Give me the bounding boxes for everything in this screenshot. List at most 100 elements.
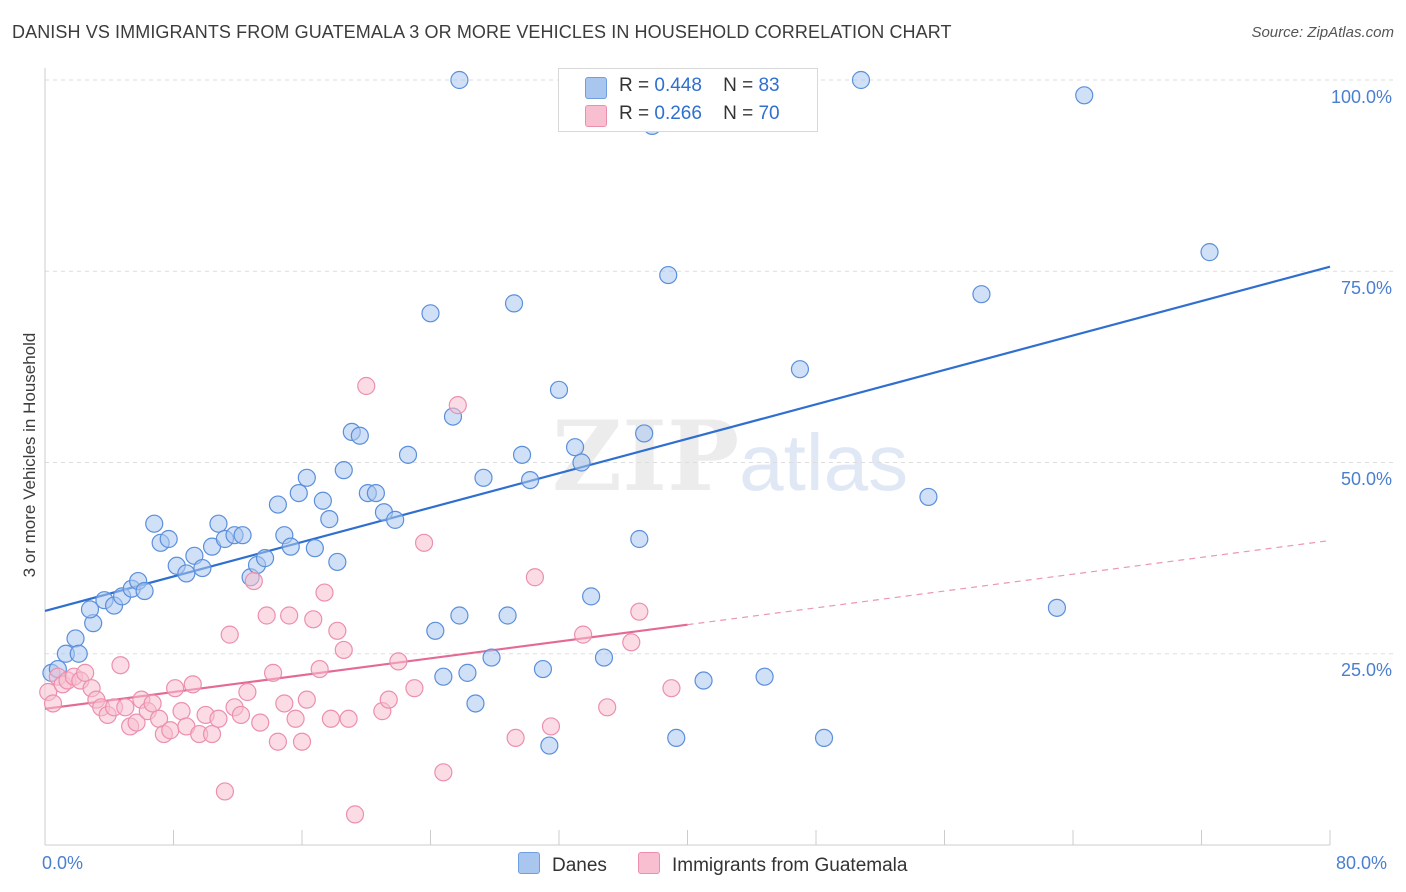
data-point bbox=[244, 571, 263, 591]
chart-title: DANISH VS IMMIGRANTS FROM GUATEMALA 3 OR… bbox=[12, 22, 952, 42]
data-point bbox=[474, 468, 493, 487]
legend-swatch-danes bbox=[585, 77, 607, 99]
data-point bbox=[630, 602, 649, 621]
data-point bbox=[209, 514, 228, 533]
data-point bbox=[231, 705, 251, 725]
legend-r-value: 0.448 bbox=[654, 75, 702, 96]
data-point bbox=[1200, 243, 1219, 262]
trend-line-danes bbox=[44, 265, 1331, 612]
data-point bbox=[366, 484, 385, 503]
data-point bbox=[111, 656, 130, 675]
data-point bbox=[215, 782, 234, 801]
bottom-legend-guatemala[interactable]: Immigrants from Guatemala bbox=[638, 852, 907, 877]
data-point bbox=[662, 679, 681, 698]
data-point bbox=[1075, 86, 1094, 105]
data-point bbox=[506, 728, 525, 748]
data-point bbox=[255, 549, 275, 568]
data-point bbox=[520, 470, 540, 490]
legend-r-value: 0.266 bbox=[654, 103, 702, 124]
data-point bbox=[334, 461, 353, 480]
legend-n-label: N = bbox=[723, 75, 754, 96]
data-point bbox=[183, 675, 202, 694]
data-point bbox=[202, 724, 222, 744]
x-tick-0: 0.0% bbox=[42, 853, 84, 873]
data-point bbox=[790, 360, 810, 379]
data-point bbox=[630, 529, 649, 549]
data-point bbox=[268, 495, 288, 514]
data-point bbox=[275, 694, 294, 713]
data-point bbox=[304, 610, 323, 629]
bottom-legend-danes[interactable]: Danes bbox=[518, 852, 607, 877]
data-point bbox=[297, 468, 316, 487]
data-point bbox=[1047, 598, 1067, 617]
data-point bbox=[310, 659, 329, 679]
data-point bbox=[549, 380, 569, 399]
data-point bbox=[334, 640, 353, 660]
data-point bbox=[135, 581, 154, 601]
y-tick-50: 50.0% bbox=[1340, 469, 1392, 489]
legend-n-value: 83 bbox=[758, 75, 780, 96]
data-point bbox=[379, 690, 398, 709]
data-point bbox=[972, 285, 991, 304]
data-point bbox=[116, 698, 135, 717]
data-point bbox=[263, 663, 283, 682]
data-point bbox=[450, 606, 469, 625]
data-point bbox=[919, 487, 938, 507]
data-point bbox=[482, 648, 501, 667]
data-point bbox=[598, 698, 617, 717]
stats-legend: R = 0.448 N = 83 R = 0.266 N = 70 bbox=[558, 68, 818, 132]
data-point bbox=[659, 265, 678, 285]
data-point bbox=[504, 294, 524, 313]
data-point bbox=[622, 633, 641, 652]
data-point bbox=[209, 709, 228, 728]
data-point bbox=[814, 728, 834, 748]
data-point bbox=[280, 606, 299, 625]
data-point bbox=[143, 694, 162, 713]
chart-source: Source: ZipAtlas.com bbox=[1251, 24, 1394, 41]
data-point bbox=[289, 484, 308, 503]
data-point bbox=[286, 709, 305, 728]
series-danes bbox=[42, 70, 1219, 755]
data-point bbox=[541, 717, 561, 736]
data-point bbox=[426, 621, 445, 640]
data-point bbox=[450, 70, 469, 90]
bottom-legend-label-guatemala: Immigrants from Guatemala bbox=[672, 855, 908, 876]
x-tick-80: 80.0% bbox=[1336, 853, 1388, 873]
data-point bbox=[268, 732, 288, 751]
data-point bbox=[328, 552, 347, 572]
data-point bbox=[193, 558, 212, 578]
trend-lines bbox=[44, 265, 1331, 710]
data-point bbox=[357, 376, 376, 396]
data-point bbox=[512, 445, 532, 464]
data-point bbox=[345, 805, 365, 824]
data-point bbox=[448, 396, 467, 415]
data-point bbox=[405, 679, 424, 698]
data-point bbox=[66, 629, 85, 648]
data-point bbox=[172, 702, 191, 721]
legend-r-label: R = bbox=[619, 75, 650, 96]
series-guatemala bbox=[39, 376, 681, 824]
data-point bbox=[434, 763, 453, 782]
data-point bbox=[635, 424, 654, 443]
data-point bbox=[127, 713, 146, 732]
data-point bbox=[321, 709, 341, 728]
data-point bbox=[525, 568, 545, 587]
legend-r-label: R = bbox=[619, 103, 650, 124]
data-point bbox=[328, 621, 347, 640]
data-point bbox=[257, 606, 276, 625]
data-point bbox=[233, 526, 252, 545]
data-point bbox=[594, 648, 614, 667]
data-point bbox=[667, 728, 686, 748]
bottom-legend-label-danes: Danes bbox=[552, 855, 607, 876]
data-point bbox=[421, 304, 440, 323]
data-point bbox=[466, 694, 485, 713]
data-point bbox=[386, 510, 405, 529]
data-point bbox=[582, 587, 601, 606]
data-point bbox=[498, 606, 517, 625]
data-point bbox=[572, 453, 591, 472]
data-point bbox=[350, 426, 369, 445]
data-point bbox=[694, 671, 713, 690]
data-point bbox=[458, 663, 477, 682]
trend-extension-guatemala bbox=[687, 539, 1331, 626]
